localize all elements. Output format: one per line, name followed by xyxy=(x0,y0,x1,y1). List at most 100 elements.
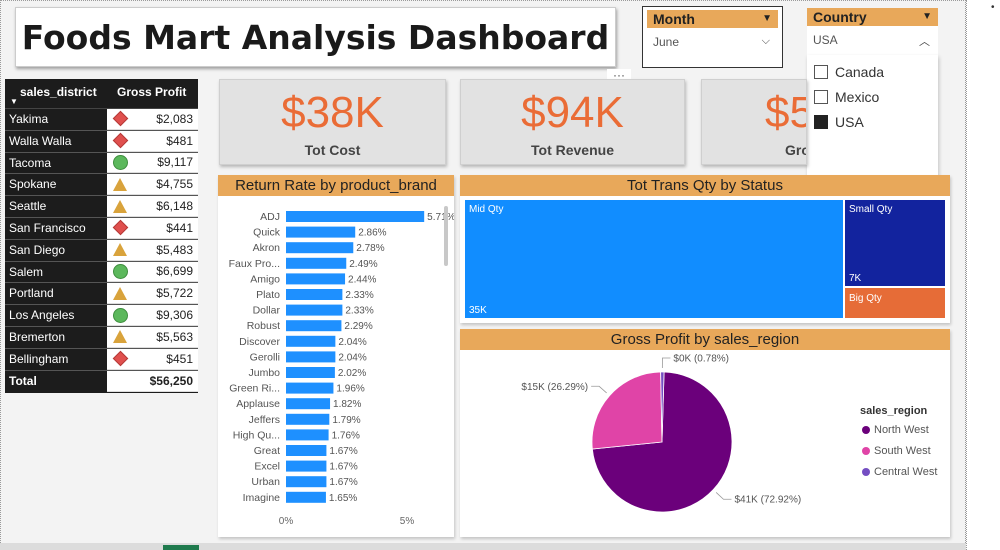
table-row[interactable]: Bellingham $451 xyxy=(5,348,198,371)
legend-item-south-west[interactable]: South West xyxy=(862,445,931,457)
country-option-canada[interactable]: Canada xyxy=(807,59,938,84)
bar[interactable] xyxy=(286,257,347,269)
table-row[interactable]: Portland $5,722 xyxy=(5,283,198,306)
legend-item-central-west[interactable]: Central West xyxy=(862,466,937,478)
kpi-label: Gro xyxy=(785,142,806,158)
kpi-card-gross-profit[interactable]: $5 Gro xyxy=(701,79,807,165)
kpi-diamond-icon xyxy=(112,220,129,236)
bar[interactable] xyxy=(286,226,356,238)
sort-down-icon[interactable]: ▼ xyxy=(10,97,18,106)
kpi-card-tot-revenue[interactable]: $94K Tot Revenue xyxy=(460,79,685,165)
table-row[interactable]: Yakima $2,083 xyxy=(5,109,198,131)
kpi-triangle-icon xyxy=(113,199,127,213)
bar[interactable] xyxy=(286,382,334,394)
cell-value: 35K xyxy=(469,305,487,316)
table-total-row: Total $56,250 xyxy=(5,370,198,393)
table-row[interactable]: Los Angeles $9,306 xyxy=(5,305,198,327)
country-slicer[interactable]: Country ▼ USA ︿ xyxy=(807,8,938,56)
district-cell: Tacoma xyxy=(9,155,52,170)
dashboard-title-box: Foods Mart Analysis Dashboard xyxy=(15,7,616,67)
bar[interactable] xyxy=(286,335,336,347)
table-row[interactable]: Spokane $4,755 xyxy=(5,174,198,197)
profit-value: $9,306 xyxy=(156,308,193,323)
legend-label: South West xyxy=(874,445,931,457)
bottom-bar xyxy=(0,543,966,550)
table-row[interactable]: Seattle $6,148 xyxy=(5,196,198,218)
page-tab-indicator[interactable] xyxy=(163,545,199,550)
district-cell: Portland xyxy=(9,286,54,301)
bar[interactable] xyxy=(286,398,331,410)
bar[interactable] xyxy=(286,351,336,363)
bar[interactable] xyxy=(286,460,327,472)
table-row[interactable]: Walla Walla $481 xyxy=(5,130,198,153)
table-row[interactable]: Bremerton $5,563 xyxy=(5,326,198,349)
bar-value-label: 2.33% xyxy=(345,290,373,301)
chevron-down-icon[interactable]: ▼ xyxy=(922,11,932,22)
checkbox-checked[interactable] xyxy=(814,114,828,129)
scrollbar[interactable] xyxy=(444,206,448,266)
bar-value-label: 2.78% xyxy=(356,243,384,254)
kpi-circle-icon xyxy=(113,263,128,279)
month-slicer[interactable]: Month ▼ June ⌵ xyxy=(642,6,783,68)
pie-data-label: $0K (0.78%) xyxy=(673,354,729,365)
more-options-icon[interactable]: • xyxy=(991,2,995,13)
column-header-profit[interactable]: Gross Profit xyxy=(107,79,198,108)
bar[interactable] xyxy=(286,242,354,254)
bar[interactable] xyxy=(286,476,327,488)
kpi-diamond-icon xyxy=(112,111,129,127)
table-row[interactable]: San Francisco $441 xyxy=(5,217,198,240)
country-option-usa[interactable]: USA xyxy=(807,109,938,134)
kpi-circle-icon xyxy=(113,154,128,170)
pie-slice[interactable] xyxy=(591,371,663,450)
bar[interactable] xyxy=(286,320,342,332)
bar[interactable] xyxy=(286,211,425,222)
checkbox[interactable] xyxy=(814,64,828,79)
table-body: Yakima $2,083 Walla Walla $481 Tacoma $9,117 S… xyxy=(5,109,198,393)
district-cell: Bellingham xyxy=(9,351,69,366)
bar[interactable] xyxy=(286,429,329,441)
legend-dot xyxy=(862,468,870,476)
pie-data-label: $15K (26.29%) xyxy=(521,382,588,393)
cell-value: 7K xyxy=(849,273,862,284)
bar[interactable] xyxy=(286,273,346,285)
chevron-up-icon[interactable]: ︿ xyxy=(919,36,930,48)
bar-category-label: Gerolli xyxy=(250,351,280,363)
chevron-down-icon[interactable]: ▼ xyxy=(762,13,772,24)
country-option-mexico[interactable]: Mexico xyxy=(807,84,938,109)
bar-category-label: Applause xyxy=(236,398,280,410)
kpi-card-tot-cost[interactable]: $38K Tot Cost xyxy=(219,79,446,165)
checkbox[interactable] xyxy=(814,89,828,104)
profit-cell: $6,699 xyxy=(107,261,198,283)
profit-value: $451 xyxy=(166,351,193,366)
profit-cell: $5,563 xyxy=(107,326,198,348)
profit-cell: $441 xyxy=(107,217,198,239)
table-header: sales_district ▼ Gross Profit xyxy=(5,79,198,109)
table-row[interactable]: San Diego $5,483 xyxy=(5,239,198,262)
table-row[interactable]: Tacoma $9,117 xyxy=(5,152,198,175)
legend-label: North West xyxy=(874,424,929,436)
bar[interactable] xyxy=(286,413,330,425)
legend-item-north-west[interactable]: North West xyxy=(862,424,929,436)
profit-value: $5,483 xyxy=(156,242,193,257)
cell-label: Mid Qty xyxy=(469,204,504,215)
pie-chart-svg: $41K (72.92%) $15K (26.29%) $0K (0.78%) xyxy=(521,354,801,513)
bar-category-label: Discover xyxy=(239,336,280,348)
bar[interactable] xyxy=(286,304,343,316)
month-selected-value[interactable]: June ⌵ xyxy=(647,28,778,49)
country-selected-value[interactable]: USA ︿ xyxy=(807,26,938,48)
profit-cell: $6,148 xyxy=(107,196,198,217)
bar[interactable] xyxy=(286,445,327,456)
column-header-district[interactable]: sales_district ▼ xyxy=(5,79,107,108)
profit-cell: $4,755 xyxy=(107,174,198,196)
treemap-cell-big-qty[interactable]: Big Qty xyxy=(845,288,945,318)
bar[interactable] xyxy=(286,289,343,300)
table-row[interactable]: Salem $6,699 xyxy=(5,261,198,284)
bar-value-label: 1.67% xyxy=(329,446,357,457)
profit-value: $481 xyxy=(166,133,193,148)
treemap-cell-mid-qty[interactable]: Mid Qty 35K xyxy=(465,200,843,318)
bar[interactable] xyxy=(286,491,326,503)
pie-slice[interactable] xyxy=(660,371,665,443)
chevron-down-icon[interactable]: ⌵ xyxy=(761,35,770,47)
bar[interactable] xyxy=(286,367,335,378)
treemap-cell-small-qty[interactable]: Small Qty 7K xyxy=(845,200,945,286)
